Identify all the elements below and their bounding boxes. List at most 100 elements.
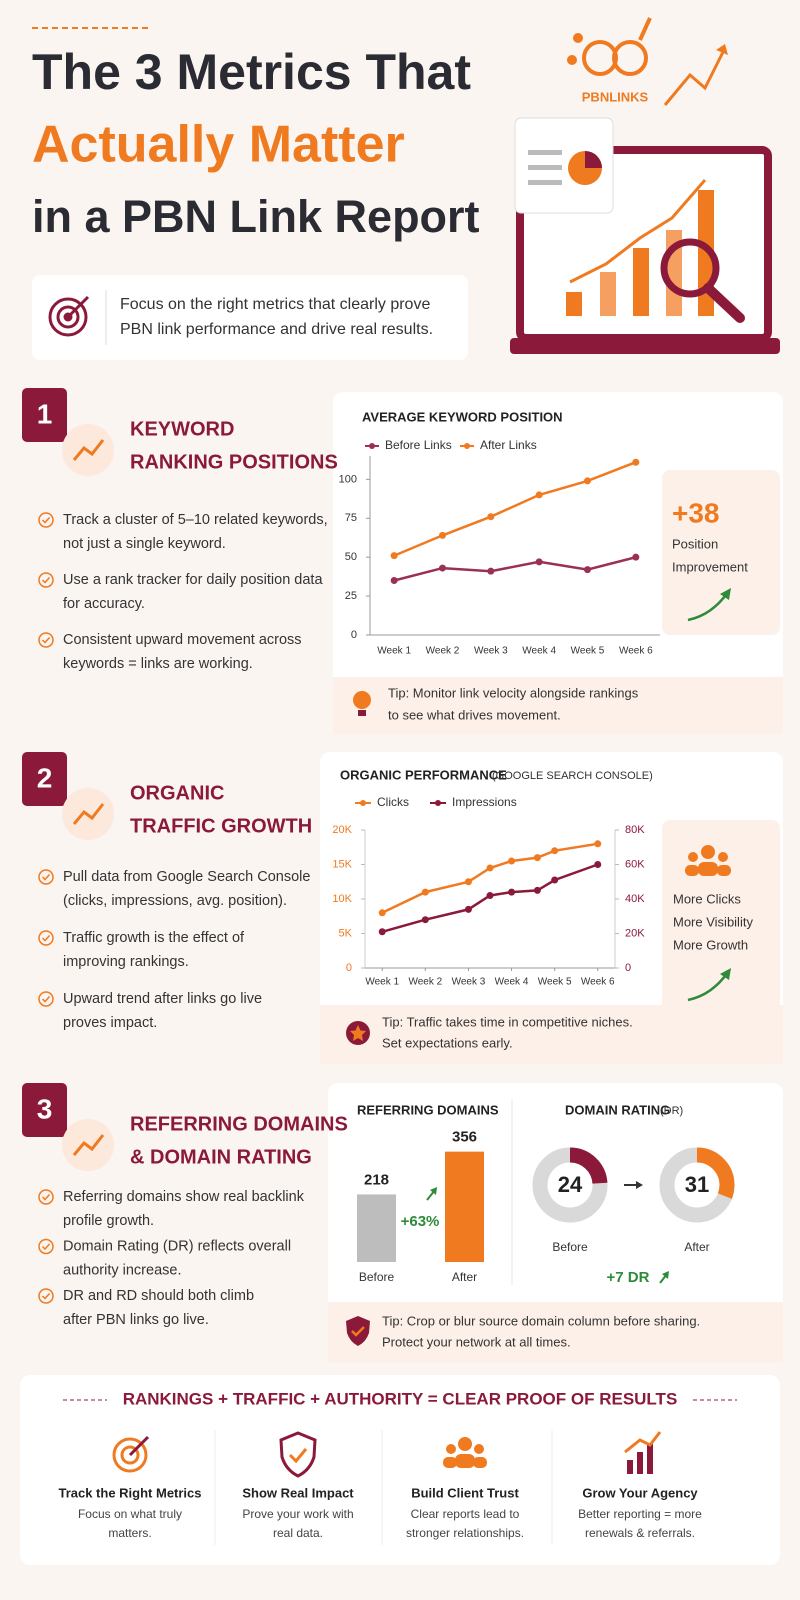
bar (357, 1194, 396, 1262)
data-point (584, 477, 591, 485)
check-icon (38, 930, 54, 946)
bullet-text: Consistent upward movement across (63, 632, 302, 648)
check-icon (38, 869, 54, 885)
check-icon (38, 512, 54, 528)
chart-subtitle: (DR) (660, 1105, 683, 1117)
footer-item-desc: Focus on what truly (78, 1507, 182, 1521)
x-tick-label: Week 4 (522, 646, 556, 657)
bar (445, 1151, 484, 1262)
y-tick-label: 25 (345, 590, 357, 602)
footer-item-desc: Clear reports lead to (411, 1507, 520, 1521)
callout-text: More Clicks (673, 891, 741, 906)
x-tick-label: Week 5 (571, 646, 605, 657)
footer-item-desc: matters. (108, 1526, 151, 1540)
data-point (594, 840, 602, 848)
tip-text: Tip: Monitor link velocity alongside ran… (388, 685, 639, 700)
intro-line: Focus on the right metrics that clearly … (120, 296, 430, 313)
section-number: 1 (37, 398, 53, 429)
x-tick-label: Week 2 (426, 646, 460, 657)
data-point (535, 491, 543, 499)
series-line (393, 555, 637, 582)
check-mark (41, 1193, 51, 1201)
transition-arrow-head (636, 1181, 643, 1189)
title-line: The 3 Metrics That (32, 44, 471, 100)
section-icon (72, 803, 105, 825)
callout-text: More Growth (673, 937, 748, 952)
bullet-text: Pull data from Google Search Console (63, 869, 310, 885)
chart-title: DOMAIN RATING (565, 1102, 670, 1117)
x-tick-label: Week 3 (452, 977, 486, 988)
check-mark (41, 1243, 51, 1251)
data-point (632, 458, 640, 466)
y-tick-label: 15K (332, 858, 352, 870)
data-point (421, 916, 429, 924)
callout-text: Position (672, 536, 718, 551)
data-point (535, 558, 543, 566)
bullet-text: Traffic growth is the effect of (63, 930, 245, 946)
footer-item-title: Show Real Impact (242, 1485, 354, 1500)
title-line: Actually Matter (32, 116, 405, 174)
callout-text: Improvement (672, 559, 748, 574)
x-tick-label: Week 3 (474, 646, 508, 657)
data-point (551, 847, 559, 855)
data-point (486, 864, 494, 872)
intro-card (32, 275, 468, 360)
footer-item-desc: Better reporting = more (578, 1507, 702, 1521)
shield-icon (346, 1316, 370, 1346)
section-heading: REFERRING DOMAINS (130, 1113, 348, 1135)
data-point (421, 888, 429, 896)
bullet-text: proves impact. (63, 1015, 157, 1031)
bullet-text: keywords = links are working. (63, 656, 253, 672)
y-tick-label: 100 (339, 473, 357, 485)
check-mark (41, 873, 51, 881)
brand-name: PBNLINKS (582, 89, 649, 104)
data-point (378, 928, 386, 936)
tip-text: Tip: Traffic takes time in competitive n… (382, 1014, 633, 1029)
check-icon (38, 1189, 54, 1205)
bullet-text: profile growth. (63, 1213, 154, 1229)
check-mark (41, 516, 51, 524)
chart-subtitle: (GOOGLE SEARCH CONSOLE) (492, 770, 653, 782)
data-point (439, 531, 446, 539)
section-number: 2 (37, 762, 53, 793)
data-point (584, 566, 591, 574)
legend-label: Before Links (385, 438, 452, 452)
data-point (594, 861, 602, 868)
x-tick-label: Week 2 (408, 977, 442, 988)
title-line: in a PBN Link Report (32, 191, 480, 242)
bullet-text: authority increase. (63, 1262, 181, 1278)
legend-dot (435, 800, 441, 806)
change-arrow-head (430, 1187, 437, 1195)
legend-dot (369, 443, 375, 449)
x-tick-label: After (452, 1270, 477, 1284)
legend-label: Clicks (377, 795, 409, 809)
number-badge (22, 1083, 67, 1137)
check-icon (38, 632, 54, 648)
data-point (508, 888, 516, 896)
bullet-text: Referring domains show real backlink (63, 1189, 305, 1205)
legend-dot (464, 443, 470, 449)
change-label: +7 DR (607, 1269, 650, 1286)
trend-icon-head (716, 44, 728, 55)
footer-item-desc: real data. (273, 1526, 323, 1540)
donut-arc (659, 1147, 735, 1223)
section-heading: ORGANIC (130, 782, 224, 804)
tip-text: to see what drives movement. (388, 707, 561, 722)
footer-item-desc: stronger relationships. (406, 1526, 524, 1540)
donut-label: Before (552, 1240, 588, 1254)
up-arrow-head (720, 588, 731, 600)
section-heading: TRAFFIC GROWTH (130, 815, 312, 837)
tip-bar (328, 1302, 783, 1363)
data-point (551, 876, 559, 884)
check-mark (41, 995, 51, 1003)
series-line (393, 461, 637, 557)
footer-icon-people (443, 1437, 487, 1468)
data-point (632, 553, 640, 561)
bullet-text: (clicks, impressions, avg. position). (63, 893, 287, 909)
data-point (533, 886, 541, 894)
callout-text: More Visibility (673, 914, 753, 929)
y-tick-label: 60K (625, 858, 645, 870)
section-icon (72, 439, 105, 461)
